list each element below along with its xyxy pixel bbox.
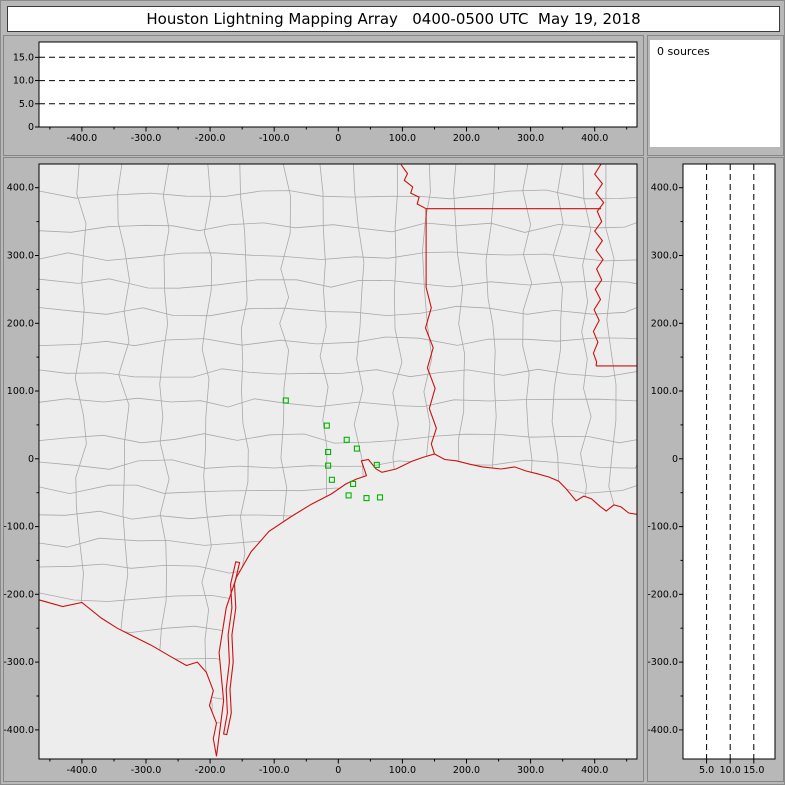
altitude-ew-panel: 0 5.0 10.0 15.0 -400.0 -300.0 -200.0 -100.0 0 100… — [3, 35, 644, 156]
svg-text:0: 0 — [335, 765, 341, 776]
svg-text:-100.0: -100.0 — [4, 522, 34, 533]
svg-text:-400.0: -400.0 — [67, 133, 98, 144]
svg-text:-100.0: -100.0 — [259, 765, 290, 776]
svg-text:200.0: 200.0 — [7, 318, 34, 329]
svg-text:-200.0: -200.0 — [195, 765, 226, 776]
lma-station-markers — [282, 397, 384, 502]
svg-text:0: 0 — [335, 133, 341, 144]
altitude-ns-plot[interactable]: 400.0 300.0 200.0 100.0 0 -100.0 -200.0 -300.0 -… — [648, 158, 783, 781]
svg-text:0: 0 — [28, 122, 34, 133]
svg-text:-100.0: -100.0 — [648, 522, 678, 533]
altitude-ns-panel: 400.0 300.0 200.0 100.0 0 -100.0 -200.0 -300.0 -… — [647, 157, 784, 782]
svg-text:15.0: 15.0 — [13, 52, 34, 63]
svg-text:400.0: 400.0 — [7, 183, 34, 194]
svg-text:200.0: 200.0 — [651, 318, 678, 329]
svg-text:300.0: 300.0 — [517, 765, 544, 776]
plan-view-panel: -400.0 -300.0 -200.0 -100.0 0 100.0 200.0 300.0… — [3, 157, 644, 782]
svg-text:-400.0: -400.0 — [4, 725, 34, 736]
svg-text:-100.0: -100.0 — [259, 133, 290, 144]
svg-text:10.0: 10.0 — [13, 76, 34, 87]
svg-text:-300.0: -300.0 — [131, 133, 162, 144]
svg-text:-200.0: -200.0 — [648, 589, 678, 600]
svg-text:-200.0: -200.0 — [4, 589, 34, 600]
svg-text:5.0: 5.0 — [19, 99, 34, 110]
svg-text:100.0: 100.0 — [389, 133, 416, 144]
svg-text:10.0: 10.0 — [720, 765, 741, 776]
svg-text:300.0: 300.0 — [7, 250, 34, 261]
svg-text:5.0: 5.0 — [699, 765, 714, 776]
svg-text:-400.0: -400.0 — [648, 725, 678, 736]
svg-text:0: 0 — [672, 454, 678, 465]
sources-box: 0 sources — [650, 40, 780, 147]
altitude-ew-plot[interactable]: 0 5.0 10.0 15.0 -400.0 -300.0 -200.0 -100.0 0 100… — [4, 36, 643, 155]
window-title: Houston Lightning Mapping Array 0400-050… — [146, 10, 641, 28]
svg-text:-200.0: -200.0 — [195, 133, 226, 144]
svg-text:15.0: 15.0 — [743, 765, 764, 776]
title-bar: Houston Lightning Mapping Array 0400-050… — [7, 6, 780, 32]
svg-text:400.0: 400.0 — [651, 183, 678, 194]
svg-text:0: 0 — [28, 454, 34, 465]
svg-text:-300.0: -300.0 — [131, 765, 162, 776]
svg-text:-300.0: -300.0 — [648, 657, 678, 668]
svg-text:-300.0: -300.0 — [4, 657, 34, 668]
svg-text:200.0: 200.0 — [453, 765, 480, 776]
sources-count-label: 0 sources — [657, 45, 710, 58]
svg-text:200.0: 200.0 — [453, 133, 480, 144]
svg-text:400.0: 400.0 — [581, 133, 608, 144]
plan-view-plot[interactable]: -400.0 -300.0 -200.0 -100.0 0 100.0 200.0 300.0… — [4, 158, 643, 781]
svg-text:300.0: 300.0 — [651, 250, 678, 261]
svg-text:100.0: 100.0 — [389, 765, 416, 776]
svg-text:300.0: 300.0 — [517, 133, 544, 144]
svg-text:-400.0: -400.0 — [67, 765, 98, 776]
svg-text:100.0: 100.0 — [7, 386, 34, 397]
svg-text:100.0: 100.0 — [651, 386, 678, 397]
state-borders-and-coastline — [39, 164, 637, 757]
sources-panel: 0 sources — [647, 35, 784, 156]
svg-text:400.0: 400.0 — [581, 765, 608, 776]
